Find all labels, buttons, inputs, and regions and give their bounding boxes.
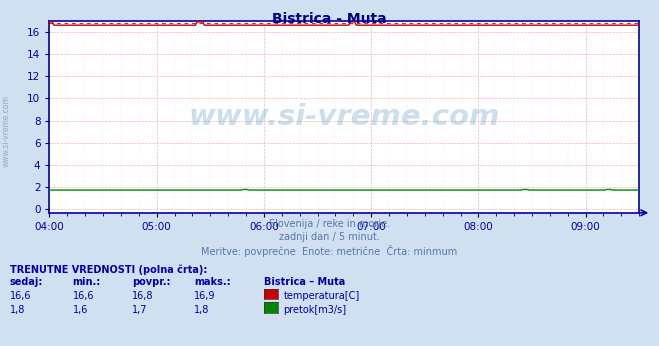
Text: temperatura[C]: temperatura[C] [283,291,360,301]
Text: sedaj:: sedaj: [10,277,43,287]
Text: Bistrica – Muta: Bistrica – Muta [264,277,345,287]
Text: zadnji dan / 5 minut.: zadnji dan / 5 minut. [279,232,380,242]
Text: www.si-vreme.com: www.si-vreme.com [2,95,11,167]
Text: 16,9: 16,9 [194,291,216,301]
Text: Meritve: povprečne  Enote: metrične  Črta: minmum: Meritve: povprečne Enote: metrične Črta:… [202,245,457,257]
Text: 1,6: 1,6 [72,305,88,315]
Text: 16,8: 16,8 [132,291,154,301]
Text: maks.:: maks.: [194,277,231,287]
Text: min.:: min.: [72,277,101,287]
Text: pretok[m3/s]: pretok[m3/s] [283,305,347,315]
Text: 1,8: 1,8 [194,305,210,315]
Text: povpr.:: povpr.: [132,277,170,287]
Text: Bistrica - Muta: Bistrica - Muta [272,12,387,26]
Text: 16,6: 16,6 [72,291,94,301]
Text: 1,8: 1,8 [10,305,25,315]
Text: TRENUTNE VREDNOSTI (polna črta):: TRENUTNE VREDNOSTI (polna črta): [10,265,208,275]
Text: www.si-vreme.com: www.si-vreme.com [188,103,500,131]
Text: Slovenija / reke in morje.: Slovenija / reke in morje. [269,219,390,229]
Text: 16,6: 16,6 [10,291,32,301]
Text: 1,7: 1,7 [132,305,148,315]
